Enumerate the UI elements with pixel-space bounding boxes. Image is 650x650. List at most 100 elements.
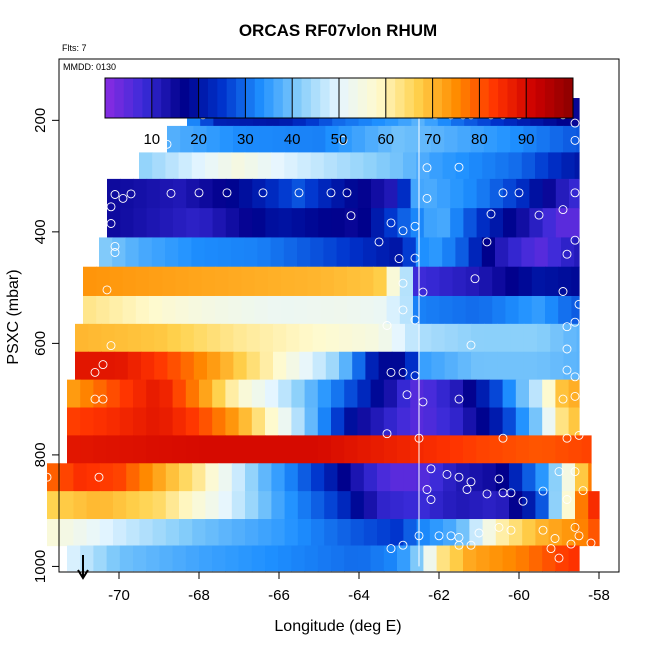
heatmap-cell <box>86 463 101 492</box>
heatmap-cell <box>363 152 378 180</box>
observation-point <box>90 367 100 377</box>
heatmap-cell <box>291 208 306 239</box>
heatmap-cell <box>139 152 153 180</box>
heatmap-cell <box>180 351 195 381</box>
heatmap-cell <box>482 463 497 492</box>
observation-point <box>342 188 352 198</box>
heatmap-cell <box>489 435 504 464</box>
heatmap-cell <box>304 407 319 436</box>
heatmap-cell <box>365 351 380 381</box>
heatmap-cell <box>119 407 134 436</box>
heatmap-cell <box>529 407 543 436</box>
heatmap-cell <box>325 323 340 353</box>
heatmap-cell <box>357 208 372 239</box>
observation-point <box>570 118 580 128</box>
observation-point <box>546 544 556 554</box>
observation-point <box>574 531 584 541</box>
heatmap-cell <box>515 545 530 572</box>
x-tick-label: -70 <box>108 587 130 604</box>
heatmap-cell <box>337 152 351 180</box>
heatmap-cell <box>231 463 246 492</box>
heatmap-cell <box>542 435 556 464</box>
heatmap-cell <box>423 407 438 436</box>
heatmap-cell <box>489 208 504 239</box>
heatmap-cell <box>99 491 114 520</box>
heatmap-cell <box>471 323 485 353</box>
heatmap-cell <box>271 152 285 180</box>
flights-annotation: Flts: 7 <box>62 43 87 53</box>
observation-point <box>498 188 508 198</box>
heatmap-cell <box>284 519 299 547</box>
heatmap-cell <box>238 407 253 436</box>
heatmap-cell <box>106 379 121 409</box>
colorbar-swatch <box>301 78 312 118</box>
heatmap-cell <box>278 407 292 436</box>
observation-point <box>398 540 408 550</box>
heatmap-cell <box>436 435 451 464</box>
heatmap-cell <box>180 125 194 153</box>
heatmap-cell <box>199 208 214 239</box>
y-axis: 200 400 600 800 1000 <box>32 108 60 583</box>
colorbar-swatch <box>479 78 490 118</box>
heatmap-cell <box>241 266 256 297</box>
colorbar-swatch <box>151 78 162 118</box>
observation-point <box>518 496 528 506</box>
heatmap-cell <box>347 266 361 297</box>
heatmap-cell <box>550 323 564 353</box>
heatmap-cell <box>333 295 348 325</box>
observation-point <box>98 394 108 404</box>
heatmap-cell <box>93 379 108 409</box>
heatmap-cell <box>278 379 292 409</box>
heatmap-cell <box>191 152 206 180</box>
heatmap-cell <box>201 295 216 325</box>
heatmap-cell <box>238 379 253 409</box>
colorbar: 10 20 30 40 50 60 70 80 90 <box>104 77 574 148</box>
y-tick-label: 1000 <box>32 550 49 583</box>
heatmap-cell <box>244 237 258 268</box>
colorbar-swatch <box>254 78 265 118</box>
heatmap-cell <box>75 323 89 353</box>
heatmap-cell <box>172 435 187 464</box>
heatmap-cell <box>99 237 113 268</box>
heatmap-cell <box>377 463 391 492</box>
colorbar-swatch <box>189 78 200 118</box>
heatmap-cell <box>575 463 589 492</box>
heatmap-cell <box>93 407 108 436</box>
heatmap-cell <box>510 125 524 153</box>
heatmap-cell <box>96 266 110 297</box>
heatmap-cell <box>561 491 576 520</box>
heatmap-cell <box>141 351 155 381</box>
heatmap-cell <box>172 379 187 409</box>
heatmap-cell <box>252 208 266 239</box>
heatmap-cell <box>482 152 496 180</box>
colorbar-swatch <box>292 78 303 118</box>
heatmap-cell <box>443 519 457 547</box>
observation-point <box>578 486 588 496</box>
heatmap-cells <box>47 98 600 572</box>
heatmap-cell <box>449 435 464 464</box>
heatmap-cell <box>383 379 398 409</box>
observation-point <box>118 193 128 203</box>
heatmap-cell <box>291 545 306 572</box>
heatmap-cell <box>146 545 160 572</box>
heatmap-cell <box>386 266 401 297</box>
x-tick-label: -60 <box>508 587 530 604</box>
heatmap-cell <box>397 435 411 464</box>
heatmap-cell <box>386 295 401 325</box>
heatmap-cell <box>331 379 345 409</box>
heatmap-cell <box>502 379 517 409</box>
heatmap-cell <box>311 463 325 492</box>
heatmap-cell <box>418 351 432 381</box>
heatmap-cell <box>483 125 498 153</box>
heatmap-cell <box>378 351 393 381</box>
heatmap-cell <box>245 463 259 492</box>
heatmap-cell <box>338 125 353 153</box>
heatmap-cell <box>505 295 520 325</box>
heatmap-cell <box>352 351 366 381</box>
heatmap-cell <box>271 491 286 520</box>
observation-point <box>410 253 420 263</box>
observation-point <box>494 522 504 532</box>
observation-point <box>570 522 580 532</box>
colorbar-swatch <box>320 78 331 118</box>
observation-point <box>386 218 396 228</box>
